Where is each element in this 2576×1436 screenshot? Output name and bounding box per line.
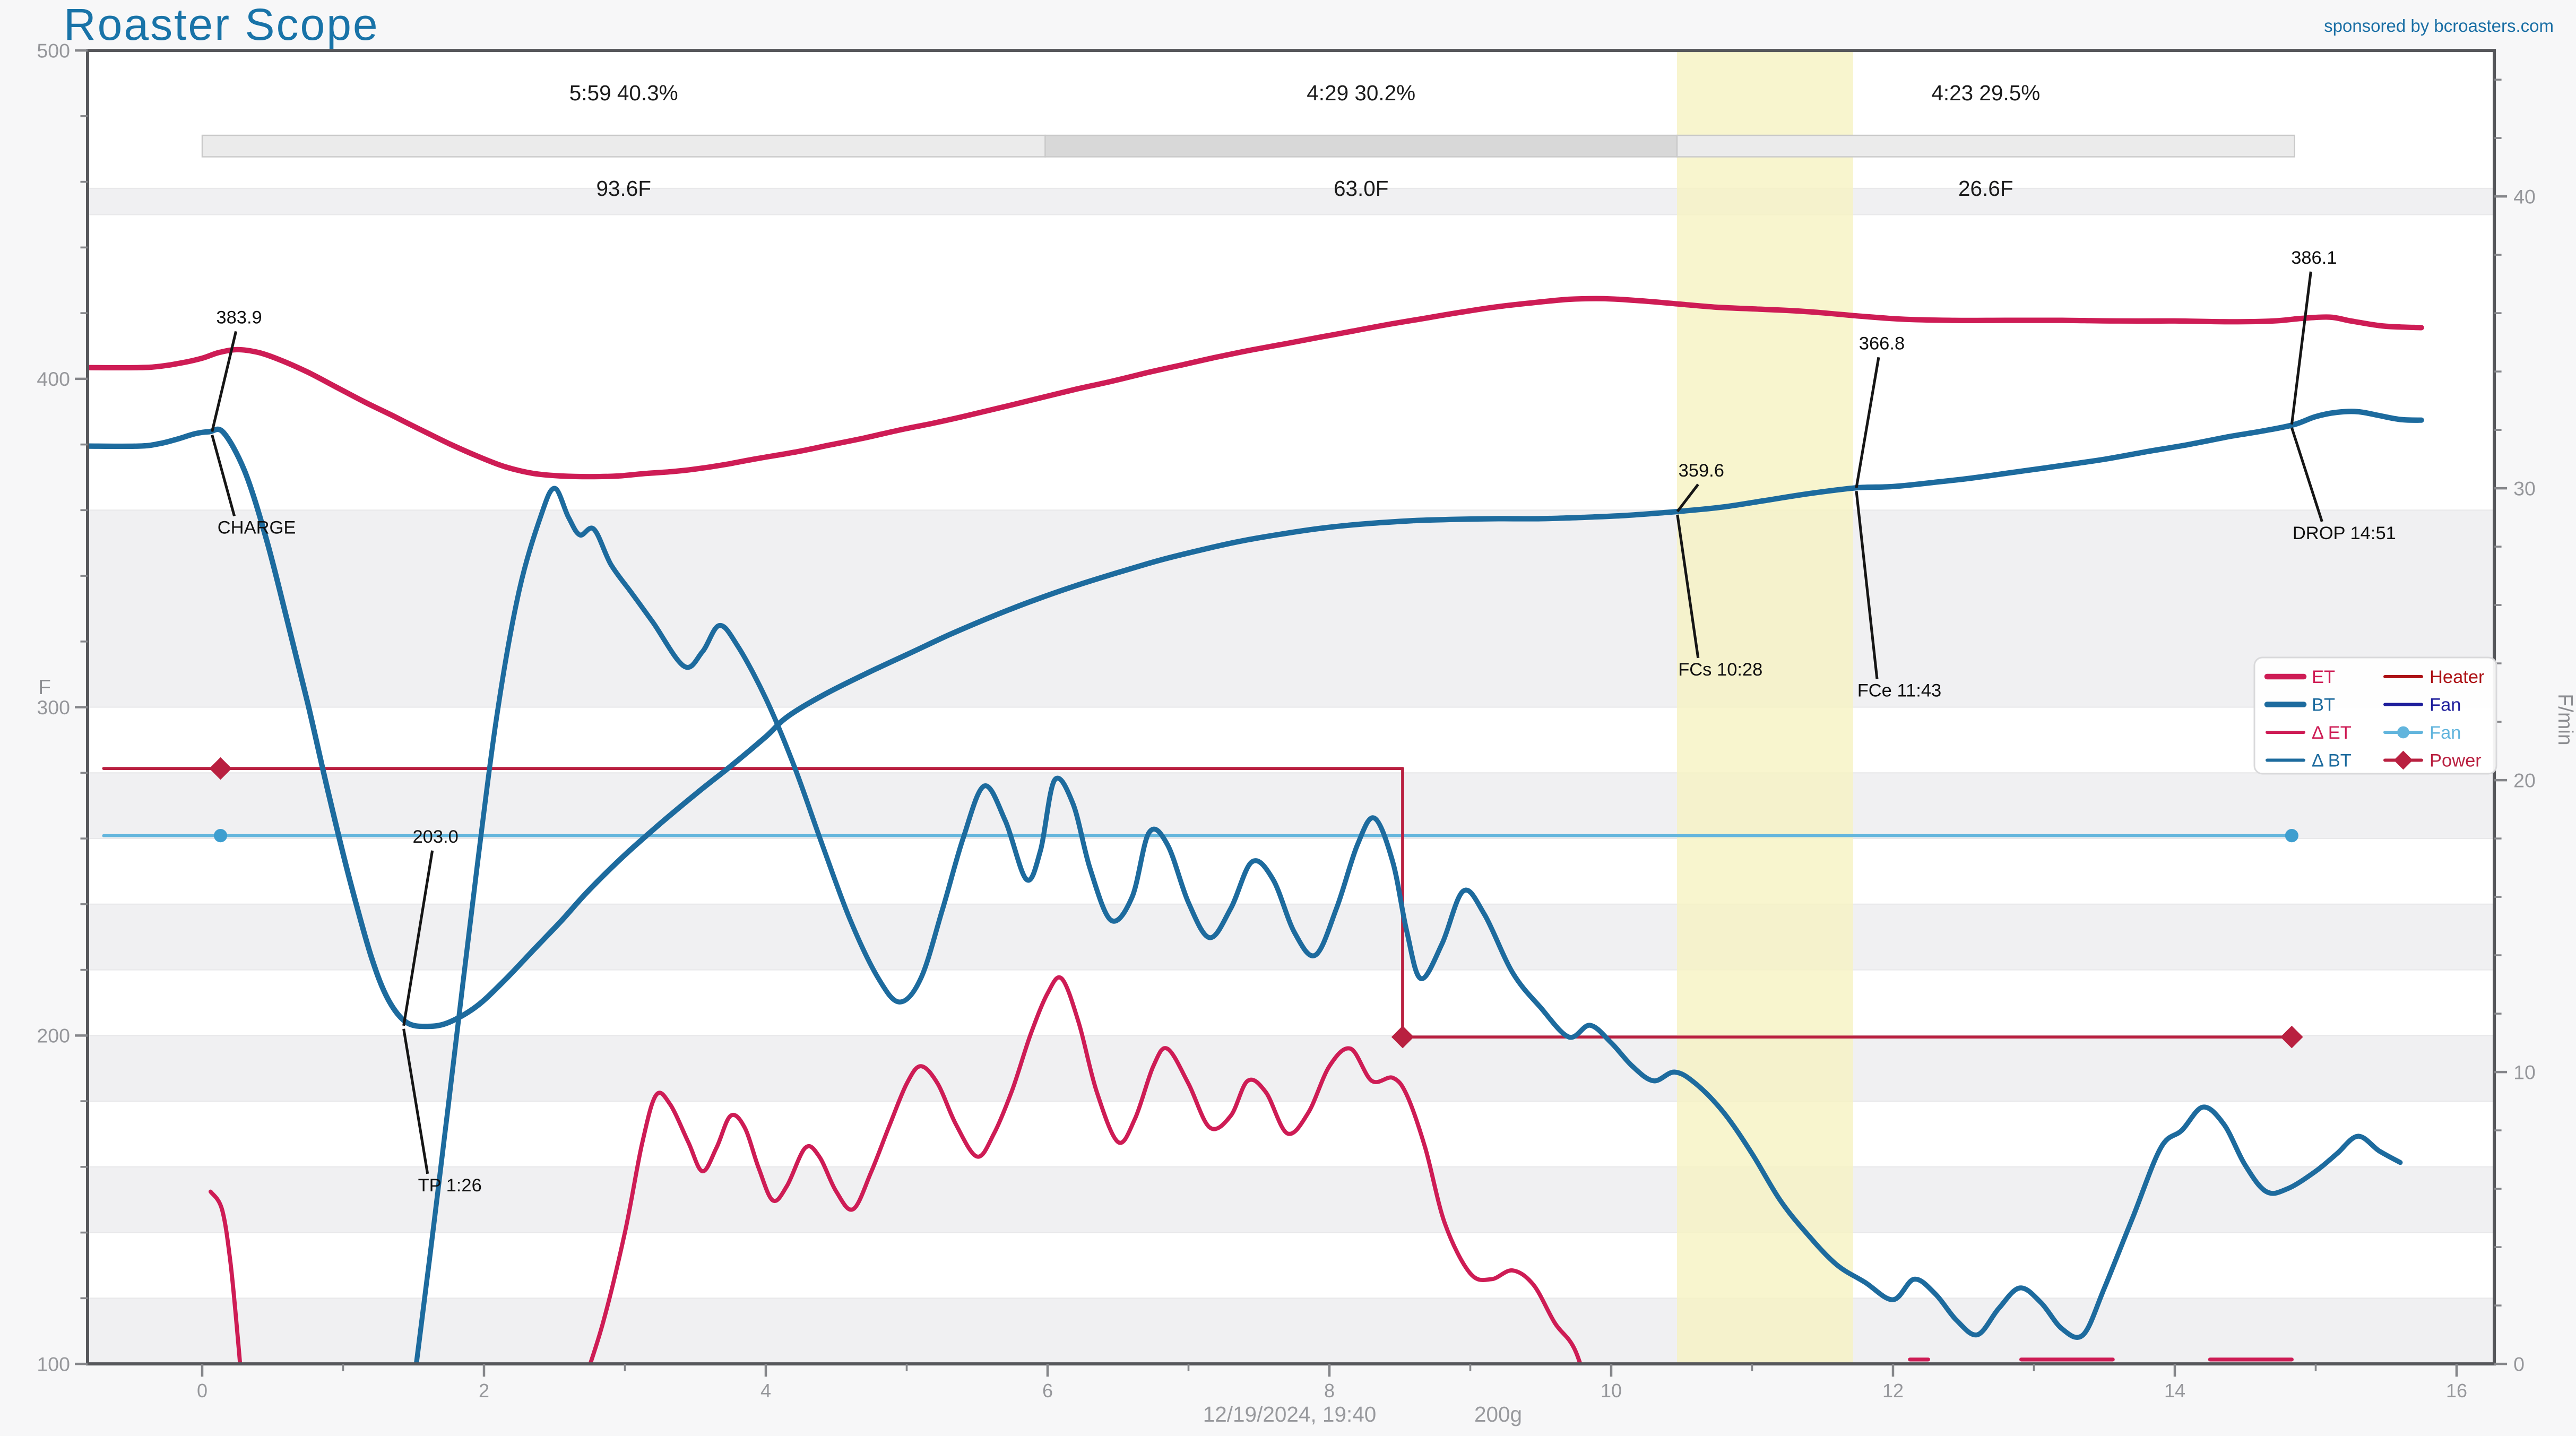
tp-name-label: TP 1:26	[418, 1175, 482, 1196]
legend-label-et: ET	[2312, 667, 2335, 687]
phase-bar-segment	[1044, 134, 1678, 158]
y-left-tick-label: 500	[37, 39, 70, 62]
phase-time-label: 5:59 40.3%	[569, 81, 678, 105]
phase-time-label: 4:29 30.2%	[1307, 81, 1415, 105]
x-tick-label: 12	[1882, 1380, 1904, 1402]
legend-label-bt: BT	[2312, 695, 2335, 715]
charge-temp-label: 383.9	[216, 307, 262, 327]
curves	[88, 296, 2424, 1364]
charge-name-leader-line	[211, 434, 236, 517]
drop-name-leader-line	[2290, 427, 2323, 522]
x-tick-label: 10	[1601, 1380, 1622, 1402]
power-marker	[1391, 1025, 1414, 1049]
background-bands	[88, 50, 2495, 1364]
legend-label-power: Power	[2430, 751, 2482, 771]
y-right-tick-label: 40	[2513, 185, 2536, 207]
delta-bt-curve	[413, 486, 2403, 1364]
y-left-tick-label: 400	[37, 368, 70, 390]
page-title: Roaster Scope	[64, 0, 379, 49]
y-left-tick-label: 200	[37, 1025, 70, 1047]
legend-label-fan: Fan	[2430, 723, 2461, 743]
legend-label-fan: Fan	[2430, 695, 2461, 715]
fce-name-label: FCe 11:43	[1857, 680, 1942, 700]
bt-curve	[88, 409, 2424, 1030]
et-curve	[88, 296, 2424, 480]
y-right-tick-label: 10	[2513, 1061, 2536, 1083]
phase-temp-label: 63.0F	[1334, 176, 1389, 201]
x-tick-label: 6	[1042, 1380, 1053, 1402]
phase-temp-label: 26.6F	[1958, 176, 2013, 201]
legend-label-δet: Δ ET	[2312, 723, 2352, 743]
legend: ET Heater BT Fan Δ ET Fan Δ BT Power	[2253, 656, 2497, 775]
power-marker	[209, 757, 232, 780]
event-annotations: 383.9 CHARGE 203.0 TP 1:26 359.6 FCs 10:28 366…	[211, 248, 2396, 1196]
phase-bar: 5:59 40.3% 93.6F 4:29 30.2% 63.0F 4:23 29.5%…	[201, 81, 2295, 201]
legend-diamond-marker	[2393, 750, 2413, 770]
drop-temp-label: 386.1	[2291, 248, 2337, 268]
y-right-tick-label: 0	[2513, 1353, 2525, 1375]
charge-name-label: CHARGE	[218, 517, 296, 538]
gray-band	[88, 1166, 2495, 1233]
x-tick-label: 0	[197, 1380, 208, 1402]
y-right-axis-title: F/min	[2554, 694, 2576, 746]
legend-label-heater: Heater	[2430, 667, 2485, 687]
y-left-tick-label: 100	[37, 1353, 70, 1375]
y-left-axis-title: F	[38, 676, 51, 699]
fce-value-leader-line	[1855, 357, 1880, 488]
gray-band	[88, 510, 2495, 707]
drop-name-label: DROP 14:51	[2293, 523, 2396, 543]
fce-name-leader-line	[1855, 490, 1879, 679]
fan-marker	[2285, 829, 2298, 843]
y-left-tick-label: 300	[37, 696, 70, 719]
x-tick-label: 4	[760, 1380, 771, 1402]
delta-et-curve	[588, 975, 1583, 1364]
fan-marker	[213, 829, 228, 843]
phase-temp-label: 93.6F	[596, 176, 651, 201]
footer-datetime: 12/19/2024, 19:40	[1203, 1402, 1377, 1426]
footer-weight: 200g	[1474, 1402, 1522, 1426]
gray-band	[88, 188, 2495, 215]
x-tick-label: 14	[2164, 1380, 2185, 1402]
tp-temp-label: 203.0	[412, 827, 458, 847]
first-crack-zone	[1676, 50, 1853, 1364]
legend-circle-marker	[2397, 726, 2409, 739]
phase-bar-segment	[201, 134, 1046, 158]
fcs-name-label: FCs 10:28	[1678, 660, 1762, 680]
x-tick-label: 8	[1324, 1380, 1335, 1402]
delta-et-curve	[209, 1189, 243, 1364]
tp-name-leader-line	[402, 1028, 429, 1174]
fcs-value-leader-line	[1676, 483, 1699, 513]
fcs-name-leader-line	[1676, 514, 1700, 659]
gray-band	[88, 1298, 2495, 1364]
phase-time-label: 4:23 29.5%	[1931, 81, 2040, 105]
fce-temp-label: 366.8	[1859, 333, 1905, 353]
gray-band	[88, 1035, 2495, 1102]
legend-box	[2253, 656, 2497, 775]
fcs-temp-label: 359.6	[1679, 461, 1724, 481]
charge-value-leader-line	[211, 331, 238, 432]
y-right-tick-label: 30	[2513, 477, 2536, 499]
sponsor-link[interactable]: sponsored by bcroasters.com	[2324, 16, 2554, 36]
roast-chart: 5:59 40.3% 93.6F 4:29 30.2% 63.0F 4:23 29.5%…	[37, 39, 2576, 1402]
gray-band	[88, 904, 2495, 970]
phase-bar-segment	[1676, 134, 2295, 158]
x-tick-label: 2	[479, 1380, 489, 1402]
drop-value-leader-line	[2290, 271, 2312, 425]
x-tick-label: 16	[2446, 1380, 2467, 1402]
tp-value-leader-line	[402, 850, 434, 1026]
legend-label-δbt: Δ BT	[2312, 751, 2352, 771]
y-right-tick-label: 20	[2513, 769, 2536, 791]
